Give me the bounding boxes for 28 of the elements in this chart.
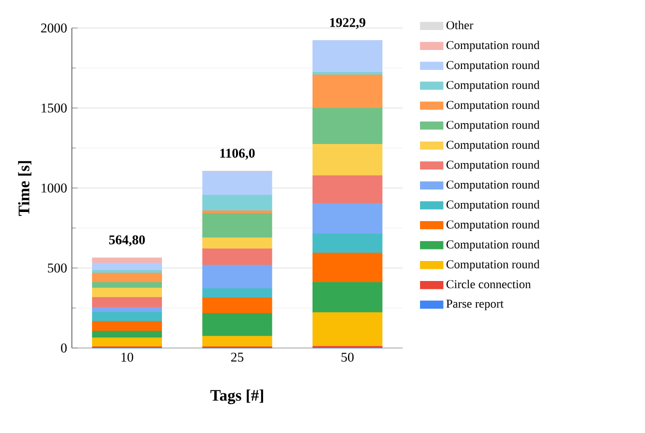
legend-label: Computation round [446, 140, 540, 152]
legend-label: Circle connection [446, 280, 531, 288]
legend-label: Computation round [446, 240, 540, 251]
y-axis-title: Time [s] [18, 161, 32, 216]
total-label: 564,80 [109, 235, 145, 246]
y-tick-label: 0 [61, 344, 67, 352]
legend-label: Computation round [446, 220, 540, 231]
x-tick-label: 25 [231, 352, 244, 362]
total-label: 1106,0 [220, 148, 255, 160]
legend-label: Computation round [446, 40, 540, 52]
legend-label: Computation round [446, 120, 540, 132]
legend-label: Computation round [446, 160, 540, 172]
legend-label: Computation round [446, 260, 540, 271]
total-label: 1922,9 [330, 18, 366, 29]
legend-label: Other [446, 20, 474, 30]
legend-label: Parse report [446, 300, 504, 310]
y-tick-label: 1000 [42, 184, 67, 192]
legend-label: Computation round [446, 180, 540, 192]
x-tick-label: 10 [122, 352, 134, 362]
legend-label: Computation round [446, 200, 540, 212]
y-tick-label: 2000 [41, 24, 67, 32]
y-tick-label: 1500 [42, 104, 67, 112]
legend-label: Computation round [446, 80, 540, 92]
legend-label: Computation round [446, 100, 540, 112]
y-tick-label: 500 [48, 264, 67, 272]
x-axis-title: Tags [#] [210, 390, 264, 404]
x-tick-label: 50 [342, 352, 354, 362]
legend-label: Computation round [446, 60, 540, 72]
